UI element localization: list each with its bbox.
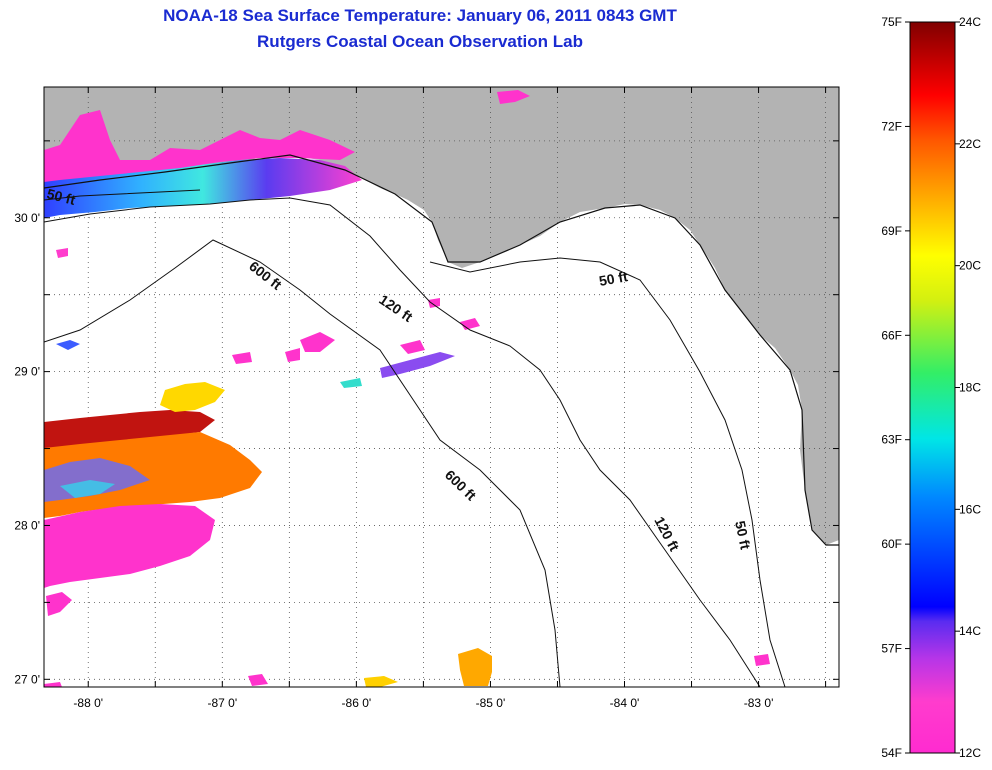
- lon-label: -88 0': [73, 696, 103, 710]
- sst-bay-pink-small: [497, 90, 530, 104]
- sst-patch-12: [248, 674, 268, 686]
- coastline: [44, 154, 839, 546]
- colorbar-label-fahrenheit: 69F: [881, 224, 902, 238]
- colorbar: 24C 22C 20C 18C 16C 14C 12C 75F 72F 69F 66F 63F 60F 5…: [881, 15, 981, 760]
- map-subtitle: Rutgers Coastal Ocean Observation Lab: [257, 32, 583, 51]
- colorbar-label-fahrenheit: 72F: [881, 119, 902, 133]
- contour-50ft-east: [429, 257, 786, 687]
- lon-label: -87 0': [207, 696, 237, 710]
- lon-label: -83 0': [744, 696, 774, 710]
- contour-600ft: [44, 239, 561, 687]
- sst-patch-1: [300, 332, 335, 352]
- graticule: [44, 87, 839, 687]
- sst-warm-yellow: [160, 382, 225, 412]
- colorbar-label-fahrenheit: 54F: [881, 746, 902, 760]
- colorbar-label-fahrenheit: 60F: [881, 537, 902, 551]
- contour-label: 50 ft: [45, 185, 77, 208]
- sst-patch-14: [754, 654, 770, 666]
- lat-label: 30 0': [14, 211, 40, 225]
- contour-120ft: [44, 197, 761, 687]
- sst-data: [44, 90, 770, 687]
- sst-patch-6: [428, 298, 440, 308]
- sst-patch-3: [232, 352, 252, 364]
- colorbar-label-fahrenheit: 63F: [881, 433, 902, 447]
- contour-label: 50 ft: [598, 268, 629, 289]
- sst-patch-11: [458, 648, 492, 686]
- sst-patch-10: [340, 378, 362, 388]
- sst-patch-15: [44, 682, 62, 687]
- sst-cold-pink-small: [46, 592, 72, 616]
- colorbar-label-celsius: 16C: [959, 502, 981, 516]
- sst-patch-5: [400, 340, 425, 354]
- map-title: NOAA-18 Sea Surface Temperature: January…: [163, 6, 677, 25]
- sst-cold-pink: [44, 504, 215, 588]
- colorbar-scale: [909, 21, 956, 754]
- colorbar-label-celsius: 18C: [959, 381, 981, 395]
- colorbar-ticks: 24C 22C 20C 18C 16C 14C 12C 75F 72F 69F 66F 63F 60F 5…: [881, 15, 981, 760]
- sst-patch-13: [364, 676, 398, 687]
- sst-warm-orange: [44, 432, 262, 518]
- sst-patch-2: [285, 348, 300, 362]
- lon-label: -84 0': [610, 696, 640, 710]
- land-mass: [44, 87, 839, 545]
- map-axes: -88 0' -87 0' -86 0' -85 0' -84 0' -83 0' 30 0…: [14, 87, 839, 710]
- lat-label: 28 0': [14, 518, 40, 532]
- depth-contours: [44, 154, 839, 687]
- sst-mixed-cyan: [60, 480, 115, 498]
- sst-patch-9: [56, 248, 68, 258]
- sst-patch-4: [380, 352, 455, 378]
- colorbar-label-celsius: 22C: [959, 137, 981, 151]
- map-frame: [43, 86, 840, 688]
- colorbar-label-fahrenheit: 57F: [881, 642, 902, 656]
- contour-label: 50 ft: [732, 519, 754, 551]
- lat-label: 29 0': [14, 365, 40, 379]
- lon-label: -86 0': [342, 696, 372, 710]
- colorbar-label-celsius: 20C: [959, 259, 981, 273]
- colorbar-label-fahrenheit: 66F: [881, 328, 902, 342]
- colorbar-label-fahrenheit: 75F: [881, 15, 902, 29]
- sst-bay-pink: [44, 110, 355, 182]
- lon-label: -85 0': [476, 696, 506, 710]
- sst-warm-red: [44, 410, 215, 450]
- colorbar-label-celsius: 14C: [959, 624, 981, 638]
- colorbar-label-celsius: 12C: [959, 746, 981, 760]
- sst-patch-8: [56, 340, 80, 350]
- colorbar-label-celsius: 24C: [959, 15, 981, 29]
- lat-label: 27 0': [14, 672, 40, 686]
- contour-50ft-west: [44, 189, 201, 201]
